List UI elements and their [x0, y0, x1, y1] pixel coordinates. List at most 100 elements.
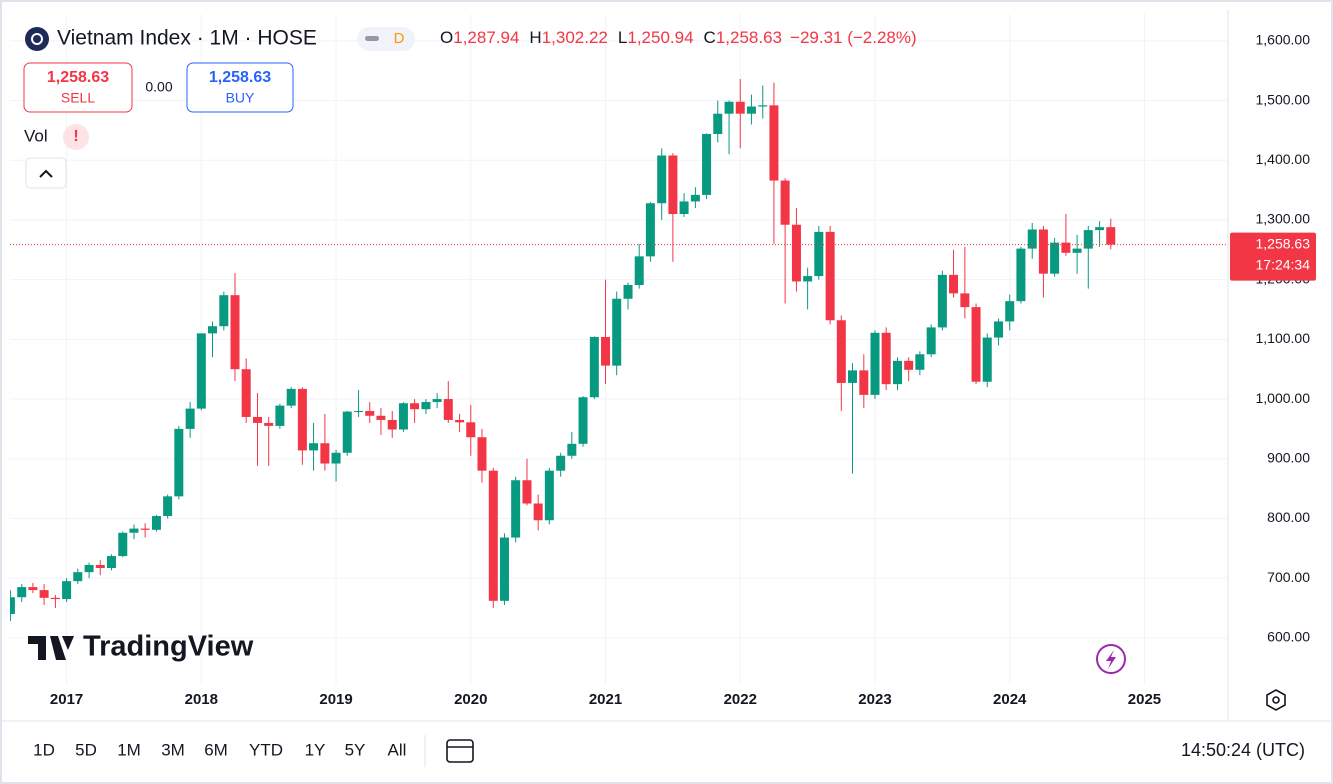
- range-button[interactable]: 3M: [161, 740, 185, 759]
- candle-body: [533, 503, 543, 521]
- candle-body: [241, 369, 251, 417]
- candle-body: [881, 332, 891, 385]
- candle-body: [511, 480, 521, 538]
- ohlc-legend: O1,287.94 H1,302.22 L1,250.94 C1,258.63 −29.…: [440, 28, 917, 47]
- candle-body: [1050, 242, 1060, 274]
- indicator-alert: !: [73, 128, 78, 145]
- candle-body: [949, 274, 959, 294]
- candle-body: [140, 528, 150, 530]
- x-tick-label: 2023: [858, 691, 891, 708]
- buy-price: 1,258.63: [209, 69, 271, 86]
- candle-body: [847, 370, 857, 383]
- candle-body: [870, 332, 880, 395]
- candle-body: [982, 337, 992, 382]
- indicator-alert-bg[interactable]: [63, 124, 89, 150]
- countdown: 17:24:34: [1256, 256, 1311, 272]
- range-button[interactable]: 1D: [33, 740, 55, 759]
- range-button[interactable]: 1Y: [305, 740, 326, 759]
- range-button[interactable]: YTD: [249, 740, 283, 759]
- candle-body: [994, 321, 1004, 338]
- ohlc-key: L: [618, 28, 627, 47]
- candle-body: [713, 113, 723, 134]
- candle-body: [1072, 248, 1082, 253]
- goto-date-button[interactable]: [446, 739, 474, 763]
- candle-body: [264, 422, 274, 426]
- y-tick-label: 600.00: [1267, 629, 1310, 645]
- y-tick-label: 1,300.00: [1256, 211, 1311, 227]
- candle-body: [679, 201, 689, 214]
- candle-body: [410, 403, 420, 410]
- candle-body: [1095, 227, 1105, 231]
- candle-body: [971, 307, 981, 382]
- candle-body: [780, 180, 790, 225]
- candle-body: [904, 360, 914, 370]
- candle-body: [645, 203, 655, 257]
- candle-body: [567, 443, 577, 456]
- candle-body: [309, 443, 319, 451]
- candle-body: [73, 572, 83, 582]
- candle-body: [208, 326, 218, 334]
- session-pill: [357, 27, 415, 51]
- range-button[interactable]: 1M: [117, 740, 141, 759]
- x-tick-label: 2017: [50, 691, 83, 708]
- ohlc-key: O: [440, 28, 453, 47]
- candle-body: [488, 470, 498, 601]
- symbol-title[interactable]: Vietnam Index · 1M · HOSE: [57, 27, 317, 50]
- session-dash: [365, 36, 379, 41]
- candle-body: [163, 496, 173, 517]
- y-tick-label: 800.00: [1267, 509, 1310, 525]
- candle-body: [17, 587, 27, 598]
- candle-body: [791, 224, 801, 282]
- candle-body: [1061, 242, 1071, 253]
- candle-body: [769, 105, 779, 181]
- sell-button[interactable]: [23, 62, 133, 113]
- candle-body: [174, 428, 184, 497]
- candle-body: [522, 480, 532, 504]
- settings-button[interactable]: [1266, 689, 1286, 711]
- lightning-icon: [1106, 650, 1116, 669]
- candle-body: [601, 336, 611, 366]
- candle-body: [668, 155, 678, 214]
- spread: 0.00: [145, 79, 172, 95]
- range-button[interactable]: 5D: [75, 740, 97, 759]
- range-button[interactable]: All: [388, 740, 407, 759]
- candle-body: [915, 354, 925, 370]
- candle-body: [185, 408, 195, 429]
- candle-body: [421, 402, 431, 410]
- y-tick-label: 900.00: [1267, 449, 1310, 465]
- y-tick-label: 1,500.00: [1256, 91, 1311, 107]
- symbol-icon-inner: [31, 33, 43, 45]
- range-button[interactable]: 5Y: [345, 740, 366, 759]
- candle-body: [387, 419, 397, 430]
- symbol-icon: [25, 27, 49, 51]
- candle-body: [28, 587, 38, 591]
- indicator-name[interactable]: Vol: [24, 126, 48, 145]
- candle-body: [825, 231, 835, 321]
- candle-body: [443, 399, 453, 420]
- candle-body: [690, 194, 700, 202]
- candle-body: [477, 437, 487, 471]
- ohlc-value: 1,250.94: [627, 28, 693, 47]
- last-price-label: 1,258.63: [1256, 235, 1311, 251]
- buy-button[interactable]: [186, 62, 294, 113]
- candle-body: [499, 537, 509, 601]
- candle-body: [196, 333, 206, 409]
- candle-body: [455, 419, 465, 423]
- logo-icon: [28, 636, 74, 660]
- collapse-button[interactable]: [25, 157, 67, 189]
- settings-icon: [1272, 696, 1280, 704]
- sell-price: 1,258.63: [47, 69, 109, 86]
- session-flag: D: [394, 30, 405, 47]
- candle-body: [892, 360, 902, 385]
- candle-body: [230, 295, 240, 370]
- x-tick-label: 2024: [993, 691, 1027, 708]
- candle-body: [151, 516, 161, 530]
- x-tick-label: 2019: [319, 691, 352, 708]
- candle-body: [376, 415, 386, 420]
- range-button[interactable]: 6M: [204, 740, 228, 759]
- candle-body: [859, 370, 869, 395]
- y-tick-label: 1,100.00: [1256, 330, 1311, 346]
- y-tick-label: 1,000.00: [1256, 390, 1311, 406]
- x-tick-label: 2025: [1128, 691, 1161, 708]
